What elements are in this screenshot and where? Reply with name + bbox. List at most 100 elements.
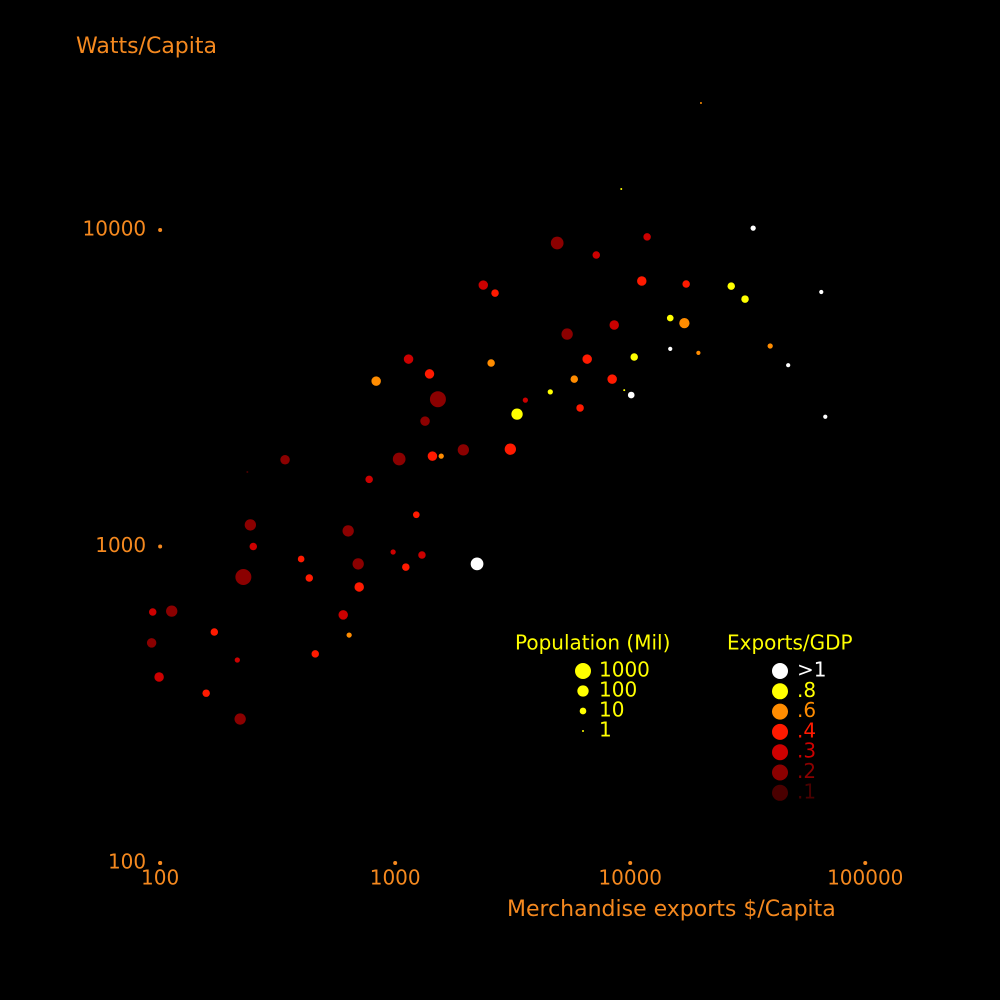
bubble	[390, 549, 396, 555]
bubble	[487, 359, 495, 367]
color-legend-marker	[772, 784, 788, 801]
color-legend-marker	[772, 723, 788, 740]
y-tick-label: 100	[108, 850, 146, 874]
bubble	[418, 551, 426, 559]
x-tick-mark	[393, 861, 398, 865]
size-legend-label: 100	[599, 678, 637, 702]
bubble	[365, 475, 373, 484]
bubble	[627, 391, 635, 399]
bubble	[767, 343, 773, 349]
bubble	[607, 374, 617, 384]
size-legend-title: Population (Mil)	[515, 631, 670, 655]
bubble	[637, 276, 647, 286]
bubble	[420, 416, 430, 426]
color-legend-label: >1	[797, 658, 826, 682]
bubble	[666, 314, 674, 322]
x-tick-mark	[863, 861, 868, 865]
color-legend-label: .3	[797, 739, 816, 763]
bubble	[427, 451, 438, 461]
bubble	[354, 582, 364, 592]
bubble	[623, 389, 626, 392]
bubble	[504, 443, 516, 455]
bubble	[280, 455, 290, 465]
bubble	[146, 638, 157, 648]
bubble	[823, 414, 828, 419]
bubble	[522, 397, 528, 403]
bubble	[148, 608, 157, 616]
bubble	[750, 225, 756, 231]
size-legend-label: 1	[599, 718, 612, 742]
bubble	[338, 610, 348, 620]
bubble	[741, 295, 749, 303]
color-legend-marker	[772, 744, 788, 761]
color-legend-label: .1	[797, 779, 816, 803]
bubble	[246, 470, 249, 473]
bubble	[342, 525, 354, 537]
bubble	[244, 519, 257, 531]
size-legend-marker	[579, 707, 587, 715]
bubble	[679, 317, 690, 329]
bubble	[819, 289, 824, 295]
color-legend-label: .4	[797, 718, 816, 742]
bubble	[457, 444, 470, 456]
bubble	[392, 452, 406, 466]
x-tick-label: 10000	[598, 866, 662, 890]
bubble	[491, 289, 499, 297]
y-tick-mark	[158, 228, 163, 233]
bubble	[643, 233, 651, 241]
color-legend-label: .8	[797, 678, 816, 702]
color-legend-marker	[772, 683, 788, 700]
bubble	[592, 251, 600, 259]
bubble	[424, 369, 435, 379]
bubble	[166, 605, 178, 617]
color-legend-title: Exports/GDP	[727, 631, 853, 655]
color-legend-marker	[772, 764, 788, 781]
bubble	[210, 628, 219, 636]
bubble	[234, 657, 240, 663]
bubble	[478, 280, 488, 290]
size-legend-marker	[577, 685, 589, 697]
x-tick-label: 100	[141, 866, 179, 890]
bubble	[346, 632, 352, 638]
bubble	[570, 375, 578, 383]
size-legend-label: 10	[599, 698, 624, 722]
bubble	[235, 569, 252, 585]
bubble	[550, 236, 564, 250]
bubble	[234, 713, 246, 725]
bubble	[412, 511, 420, 519]
color-legend-label: .2	[797, 759, 816, 783]
bubble	[511, 408, 523, 420]
x-tick-label: 1000	[370, 866, 421, 890]
bubble	[547, 389, 553, 395]
size-legend-marker	[575, 663, 591, 679]
x-tick-mark	[628, 861, 633, 865]
size-legend-marker	[582, 730, 584, 732]
bubble	[786, 363, 791, 368]
y-axis-label: Watts/Capita	[76, 34, 217, 59]
bubble	[249, 542, 258, 551]
color-legend-marker	[772, 703, 788, 720]
y-tick-label: 10000	[83, 217, 147, 241]
bubble	[402, 563, 410, 571]
color-legend-marker	[772, 663, 788, 679]
bubble	[311, 650, 319, 658]
bubble	[429, 391, 446, 408]
bubble	[682, 280, 690, 288]
size-legend-label: 1000	[599, 658, 650, 682]
bubble	[582, 354, 592, 364]
bubble	[561, 328, 573, 340]
bubble	[352, 558, 364, 570]
bubble	[297, 555, 305, 563]
y-tick-label: 1000	[95, 533, 146, 557]
bubble	[470, 557, 484, 571]
y-tick-mark	[158, 861, 163, 865]
bubble	[154, 672, 164, 682]
bubble	[727, 282, 735, 290]
bubble	[371, 376, 381, 386]
bubble	[668, 346, 673, 352]
bubble	[438, 453, 444, 459]
bubble	[305, 574, 314, 582]
color-legend-label: .6	[797, 698, 816, 722]
